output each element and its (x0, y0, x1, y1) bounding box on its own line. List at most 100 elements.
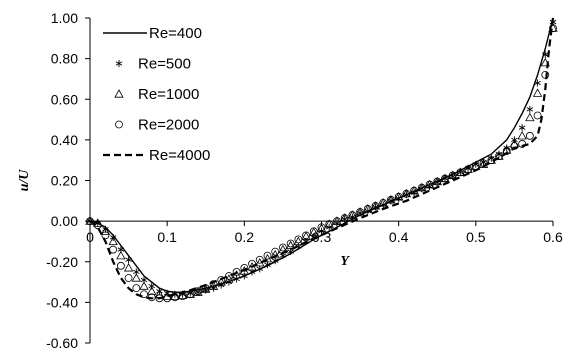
data-point-re-1000 (208, 281, 219, 290)
data-point-re-2000 (255, 255, 264, 264)
axes (85, 17, 554, 344)
data-point-re-2000 (140, 290, 148, 299)
data-point-re-2000 (502, 147, 511, 155)
data-point-re-500 (271, 257, 279, 265)
x-axis-label: Y (340, 254, 350, 269)
series-re-4000 (89, 17, 555, 300)
legend-item-re-500: Re=500 (115, 56, 191, 73)
x-tick-label: 0.1 (157, 229, 177, 245)
data-point-re-2000 (441, 174, 449, 183)
data-point-re-500 (542, 51, 549, 59)
data-point-re-2000 (240, 263, 249, 272)
y-tick-labels: -0.60 -0.40 -0.20 0.00 0.20 0.40 0.60 0.80 1.00 (46, 10, 78, 351)
data-point-re-1000 (100, 226, 111, 235)
data-point-re-1000 (147, 286, 157, 295)
data-point-re-2000 (302, 231, 310, 240)
legend-label: Re=400 (149, 25, 202, 42)
y-tick-label: 0.80 (51, 51, 78, 67)
data-point-re-2000 (286, 239, 295, 248)
data-point-re-2000 (309, 227, 318, 236)
data-point-re-2000 (533, 111, 542, 120)
data-point-re-2000 (263, 251, 272, 260)
data-point-re-500 (534, 79, 541, 87)
x-tick-label: 0.6 (543, 229, 563, 245)
data-point-re-2000 (448, 171, 457, 180)
data-point-re-2000 (101, 231, 110, 240)
data-point-re-1000 (309, 227, 319, 236)
legend-label: Re=2000 (138, 117, 199, 134)
data-point-re-2000 (340, 214, 349, 222)
data-point-re-2000 (410, 186, 419, 195)
data-point-re-2000 (86, 217, 94, 226)
legend-label: Re=4000 (149, 147, 210, 164)
data-point-re-2000 (387, 195, 395, 204)
data-point-re-2000 (232, 268, 241, 276)
data-point-re-2000 (124, 274, 133, 282)
data-point-re-2000 (379, 198, 388, 207)
data-point-re-1000 (316, 223, 327, 232)
data-point-re-2000 (279, 243, 287, 252)
data-point-re-500 (518, 124, 526, 132)
legend-item-re-1000: Re=1000 (114, 86, 199, 103)
series-re-2000 (86, 24, 557, 303)
y-tick-label: 0.60 (51, 91, 78, 107)
data-point-re-2000 (394, 192, 403, 201)
y-tick-label: 0.20 (51, 173, 78, 189)
data-point-re-1000 (123, 263, 134, 272)
data-point-re-1000 (525, 112, 535, 122)
data-point-re-2000 (402, 189, 411, 198)
data-point-re-2000 (109, 245, 118, 254)
legend-item-re-400: Re=400 (103, 25, 202, 42)
y-tick-label: -0.40 (46, 294, 78, 310)
data-point-re-2000 (294, 235, 303, 244)
legend: Re=400 Re=500 Re=1000 Re=2000 Re=4000 (103, 25, 210, 164)
y-tick-label: 1.00 (51, 10, 78, 26)
legend-label: Re=1000 (138, 86, 199, 103)
data-point-re-2000 (132, 284, 141, 293)
data-point-re-2000 (116, 261, 125, 270)
data-point-re-2000 (525, 131, 534, 140)
legend-swatch (114, 89, 124, 98)
data-point-re-2000 (433, 177, 442, 186)
data-point-re-1000 (139, 281, 149, 290)
data-point-re-1000 (201, 284, 211, 293)
data-point-re-500 (526, 105, 534, 113)
data-point-re-1000 (216, 277, 226, 286)
x-tick-label: 0.5 (466, 229, 486, 245)
y-tick-label: 0.00 (51, 213, 78, 229)
y-axis-label: u/U (17, 169, 32, 192)
data-point-re-2000 (317, 223, 326, 232)
data-point-re-2000 (417, 183, 426, 192)
data-point-re-1000 (93, 218, 103, 227)
data-point-re-500 (148, 282, 156, 290)
data-point-re-2000 (356, 208, 364, 216)
data-point-re-1000 (177, 290, 188, 299)
data-point-re-2000 (348, 211, 357, 219)
data-point-re-500 (241, 272, 248, 280)
series-layer (85, 17, 558, 303)
data-point-re-500 (256, 265, 264, 273)
data-point-re-1000 (532, 88, 543, 97)
data-point-re-500 (248, 268, 256, 276)
data-point-re-500 (287, 248, 294, 256)
y-tick-label: -0.20 (46, 254, 78, 270)
data-point-re-2000 (217, 276, 226, 284)
y-tick-label: 0.40 (51, 132, 78, 148)
data-point-re-1000 (116, 250, 126, 260)
data-point-re-1000 (517, 130, 527, 140)
legend-label: Re=500 (138, 56, 191, 73)
legend-item-re-4000: Re=4000 (103, 147, 210, 164)
data-point-re-2000 (333, 217, 341, 226)
data-point-re-2000 (549, 24, 557, 33)
data-point-re-2000 (209, 280, 218, 288)
data-point-re-500 (125, 256, 132, 264)
data-point-re-1000 (293, 236, 304, 246)
legend-swatch (115, 120, 123, 129)
x-tick-label: 0.4 (389, 229, 409, 245)
y-tick-label: -0.60 (46, 335, 78, 351)
data-point-re-2000 (371, 201, 380, 210)
data-point-re-1000 (193, 287, 203, 296)
data-point-re-2000 (510, 142, 519, 150)
legend-swatch (115, 60, 123, 67)
